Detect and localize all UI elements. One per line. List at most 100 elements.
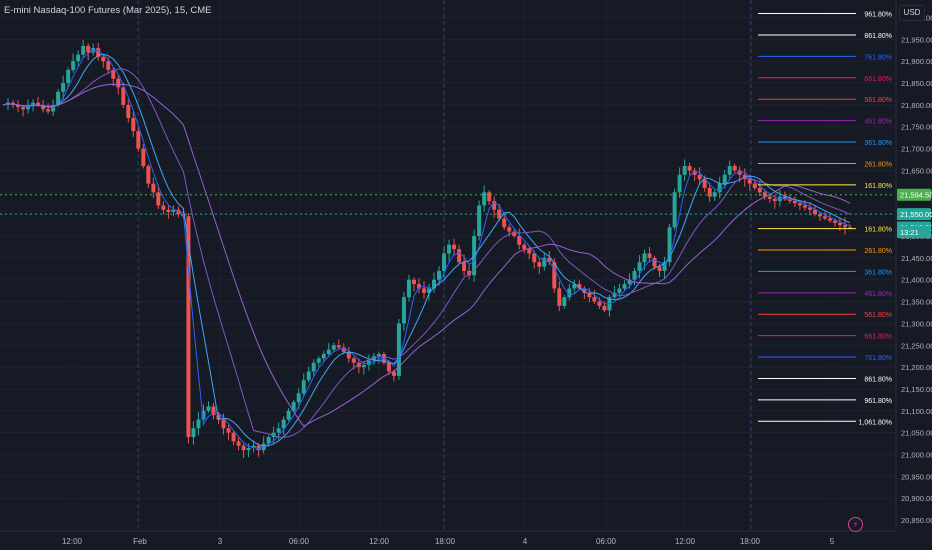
- candle-body: [166, 209, 171, 212]
- x-tick-label: 18:00: [435, 537, 456, 546]
- candle-body: [822, 216, 827, 219]
- moving-average-line: [2, 68, 851, 438]
- x-tick-label: Feb: [133, 537, 147, 546]
- candle-body: [482, 192, 487, 206]
- candle-body: [767, 196, 772, 199]
- candle-body: [341, 347, 346, 352]
- candle-body: [652, 257, 657, 267]
- candle-body: [266, 437, 271, 444]
- fib-level-label: 161.80%: [864, 183, 892, 190]
- candle-body: [361, 364, 366, 368]
- candle-body: [487, 192, 492, 202]
- candle-body: [241, 445, 246, 451]
- x-tick-label: 12:00: [369, 537, 390, 546]
- candle-body: [271, 432, 276, 438]
- x-tick-label: 06:00: [596, 537, 617, 546]
- candle-body: [747, 179, 752, 184]
- y-tick-label: 21,250.00: [901, 341, 932, 350]
- candle-body: [687, 166, 692, 171]
- candle-body: [196, 419, 201, 429]
- candle-body: [131, 118, 136, 132]
- candle-body: [517, 236, 522, 245]
- y-tick-label: 21,100.00: [901, 407, 932, 416]
- candle-body: [141, 148, 146, 167]
- candle-body: [256, 445, 261, 451]
- fib-level-label: 861.80%: [864, 376, 892, 383]
- candle-body: [452, 244, 457, 250]
- candle-body: [462, 262, 467, 271]
- candle-body: [492, 201, 497, 210]
- candle-body: [777, 196, 782, 202]
- candle-body: [46, 109, 51, 112]
- candle-body: [221, 419, 226, 429]
- fib-level-label: 761.80%: [864, 54, 892, 61]
- y-tick-label: 21,950.00: [901, 35, 932, 44]
- candle-body: [837, 222, 842, 226]
- candle-body: [848, 227, 852, 229]
- candle-body: [647, 253, 652, 258]
- currency-button[interactable]: USD: [899, 5, 925, 21]
- candle-body: [236, 441, 241, 446]
- candle-body: [502, 218, 507, 228]
- candle-body: [787, 198, 792, 202]
- candle-body: [71, 61, 76, 70]
- candle-body: [582, 288, 587, 293]
- candle-body: [707, 187, 712, 197]
- fib-level-label: 361.80%: [864, 140, 892, 147]
- y-tick-label: 21,850.00: [901, 79, 932, 88]
- fib-level-label: 461.80%: [864, 291, 892, 298]
- candle-body: [617, 288, 622, 293]
- candle-body: [416, 284, 421, 289]
- candle-body: [206, 406, 211, 411]
- candle-body: [136, 131, 141, 149]
- candle-body: [331, 345, 336, 350]
- y-tick-label: 21,800.00: [901, 101, 932, 110]
- candle-body: [692, 170, 697, 175]
- candle-body: [306, 371, 311, 381]
- candle-body: [627, 279, 632, 285]
- candle-body: [667, 227, 672, 263]
- candle-body: [672, 192, 677, 228]
- candle-body: [752, 183, 757, 188]
- candle-body: [507, 227, 512, 232]
- candle-body: [121, 87, 126, 105]
- candle-body: [467, 270, 472, 276]
- x-tick-label: 12:00: [62, 537, 83, 546]
- fib-level-label: 761.80%: [864, 355, 892, 362]
- y-tick-label: 21,350.00: [901, 298, 932, 307]
- candle-body: [602, 305, 607, 311]
- moving-average-line: [2, 53, 851, 447]
- y-tick-label: 21,650.00: [901, 166, 932, 175]
- candle-body: [612, 292, 617, 298]
- candle-body: [727, 166, 732, 175]
- candle-body: [86, 45, 91, 53]
- price-tag-label: 13:21: [900, 228, 919, 237]
- fib-level-label: 961.80%: [864, 398, 892, 405]
- candle-body: [411, 279, 416, 285]
- fib-level-label: 561.80%: [864, 97, 892, 104]
- candle-body: [722, 174, 727, 184]
- candle-body: [702, 179, 707, 188]
- lightning-icon[interactable]: ⚡: [848, 517, 863, 532]
- candle-body: [512, 231, 517, 236]
- candle-body: [552, 262, 557, 289]
- candle-body: [41, 104, 46, 110]
- y-tick-label: 20,950.00: [901, 472, 932, 481]
- candle-body: [792, 201, 797, 204]
- candle-body: [346, 351, 351, 359]
- candle-body: [717, 183, 722, 193]
- candle-body: [321, 354, 326, 359]
- y-tick-label: 21,200.00: [901, 363, 932, 372]
- candle-body: [737, 170, 742, 175]
- candle-body: [201, 410, 206, 420]
- candle-body: [477, 205, 482, 236]
- candle-body: [301, 380, 306, 394]
- candle-body: [677, 174, 682, 193]
- candle-body: [842, 225, 847, 228]
- candle-body: [116, 78, 121, 88]
- y-tick-label: 21,050.00: [901, 429, 932, 438]
- candle-body: [457, 249, 462, 263]
- x-tick-label: 12:00: [675, 537, 696, 546]
- candle-body: [421, 288, 426, 293]
